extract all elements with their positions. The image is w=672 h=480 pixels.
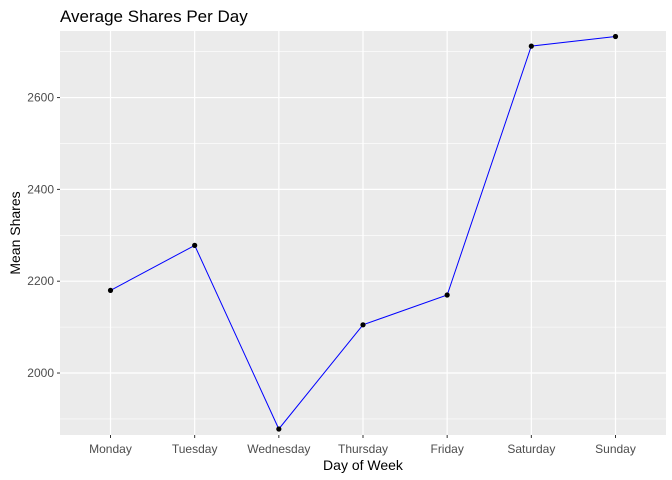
data-point bbox=[528, 43, 534, 49]
x-axis-ticks: Monday Tuesday Wednesday Thursday Friday Satu… bbox=[89, 435, 636, 456]
data-point bbox=[444, 292, 450, 298]
data-point bbox=[360, 322, 366, 328]
y-tick-label: 2400 bbox=[27, 182, 54, 196]
data-point bbox=[612, 33, 619, 40]
y-axis-ticks: 2000 2200 2400 2600 bbox=[27, 91, 60, 380]
x-tick-label: Saturday bbox=[507, 442, 555, 456]
x-tick-label: Monday bbox=[89, 442, 132, 456]
data-point bbox=[107, 287, 114, 293]
y-tick-label: 2600 bbox=[27, 91, 54, 105]
x-tick-label: Sunday bbox=[595, 442, 636, 456]
x-tick-label: Tuesday bbox=[172, 442, 218, 456]
data-points bbox=[107, 33, 619, 432]
data-point bbox=[276, 426, 282, 432]
x-axis-title: Day of Week bbox=[323, 457, 404, 473]
y-tick-label: 2000 bbox=[27, 366, 54, 380]
data-point bbox=[192, 242, 198, 248]
y-tick-label: 2200 bbox=[27, 274, 54, 288]
y-axis-title: Mean Shares bbox=[7, 191, 23, 274]
x-tick-label: Wednesday bbox=[247, 442, 310, 456]
chart-title: Average Shares Per Day bbox=[60, 7, 248, 26]
major-gridlines bbox=[60, 31, 666, 435]
x-tick-label: Thursday bbox=[338, 442, 388, 456]
x-tick-label: Friday bbox=[430, 442, 463, 456]
